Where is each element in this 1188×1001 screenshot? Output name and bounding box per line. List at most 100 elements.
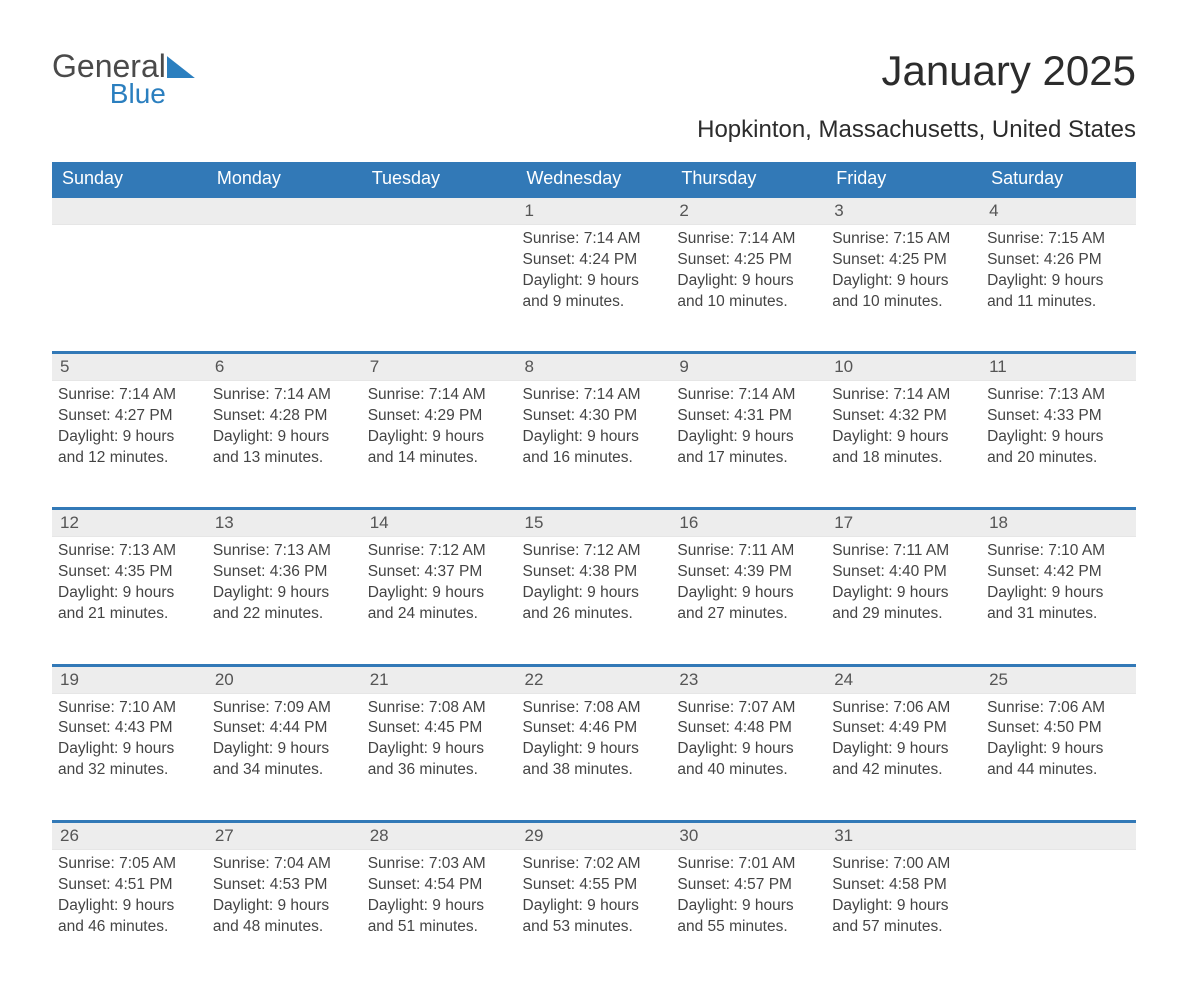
sunrise-line: Sunrise: 7:10 AM — [58, 698, 201, 719]
calendar-week: 5Sunrise: 7:14 AMSunset: 4:27 PMDaylight… — [52, 353, 1136, 493]
day-details: Sunrise: 7:13 AMSunset: 4:33 PMDaylight:… — [981, 381, 1136, 493]
daylight-line: Daylight: 9 hours and 9 minutes. — [523, 271, 666, 313]
sunrise-line: Sunrise: 7:15 AM — [987, 229, 1130, 250]
day-number: 12 — [52, 510, 207, 537]
sunset-line: Sunset: 4:26 PM — [987, 250, 1130, 271]
daylight-line: Daylight: 9 hours and 55 minutes. — [677, 896, 820, 938]
day-cell: 7Sunrise: 7:14 AMSunset: 4:29 PMDaylight… — [362, 353, 517, 493]
day-number: 30 — [671, 823, 826, 850]
day-cell: 24Sunrise: 7:06 AMSunset: 4:49 PMDayligh… — [826, 665, 981, 805]
daylight-line: Daylight: 9 hours and 24 minutes. — [368, 583, 511, 625]
sunset-line: Sunset: 4:30 PM — [523, 406, 666, 427]
sunset-line: Sunset: 4:48 PM — [677, 718, 820, 739]
day-details: Sunrise: 7:11 AMSunset: 4:39 PMDaylight:… — [671, 537, 826, 649]
daylight-line: Daylight: 9 hours and 51 minutes. — [368, 896, 511, 938]
calendar-header-row: SundayMondayTuesdayWednesdayThursdayFrid… — [52, 162, 1136, 197]
sunrise-line: Sunrise: 7:12 AM — [523, 541, 666, 562]
day-cell: 21Sunrise: 7:08 AMSunset: 4:45 PMDayligh… — [362, 665, 517, 805]
daylight-line: Daylight: 9 hours and 16 minutes. — [523, 427, 666, 469]
sunset-line: Sunset: 4:44 PM — [213, 718, 356, 739]
day-details: Sunrise: 7:10 AMSunset: 4:42 PMDaylight:… — [981, 537, 1136, 649]
day-number: 20 — [207, 667, 362, 694]
sunrise-line: Sunrise: 7:12 AM — [368, 541, 511, 562]
brand-logo: General Blue — [52, 50, 195, 108]
sunset-line: Sunset: 4:29 PM — [368, 406, 511, 427]
day-details: Sunrise: 7:06 AMSunset: 4:49 PMDaylight:… — [826, 694, 981, 806]
sunrise-line: Sunrise: 7:13 AM — [213, 541, 356, 562]
sunrise-line: Sunrise: 7:08 AM — [368, 698, 511, 719]
day-cell: 16Sunrise: 7:11 AMSunset: 4:39 PMDayligh… — [671, 509, 826, 649]
day-number: 6 — [207, 354, 362, 381]
day-number — [52, 198, 207, 225]
sunrise-line: Sunrise: 7:14 AM — [213, 385, 356, 406]
day-cell: 28Sunrise: 7:03 AMSunset: 4:54 PMDayligh… — [362, 821, 517, 961]
day-details: Sunrise: 7:15 AMSunset: 4:26 PMDaylight:… — [981, 225, 1136, 337]
day-number: 15 — [517, 510, 672, 537]
daylight-line: Daylight: 9 hours and 32 minutes. — [58, 739, 201, 781]
sunset-line: Sunset: 4:32 PM — [832, 406, 975, 427]
sunset-line: Sunset: 4:28 PM — [213, 406, 356, 427]
daylight-line: Daylight: 9 hours and 42 minutes. — [832, 739, 975, 781]
day-number: 18 — [981, 510, 1136, 537]
day-number: 3 — [826, 198, 981, 225]
day-number: 17 — [826, 510, 981, 537]
day-details: Sunrise: 7:05 AMSunset: 4:51 PMDaylight:… — [52, 850, 207, 962]
day-details: Sunrise: 7:12 AMSunset: 4:38 PMDaylight:… — [517, 537, 672, 649]
day-cell: 9Sunrise: 7:14 AMSunset: 4:31 PMDaylight… — [671, 353, 826, 493]
location-subtitle: Hopkinton, Massachusetts, United States — [697, 116, 1136, 144]
daylight-line: Daylight: 9 hours and 53 minutes. — [523, 896, 666, 938]
day-details: Sunrise: 7:13 AMSunset: 4:35 PMDaylight:… — [52, 537, 207, 649]
day-number: 27 — [207, 823, 362, 850]
day-details: Sunrise: 7:08 AMSunset: 4:46 PMDaylight:… — [517, 694, 672, 806]
day-details: Sunrise: 7:04 AMSunset: 4:53 PMDaylight:… — [207, 850, 362, 962]
day-number: 25 — [981, 667, 1136, 694]
day-details — [52, 225, 207, 253]
daylight-line: Daylight: 9 hours and 13 minutes. — [213, 427, 356, 469]
day-number: 26 — [52, 823, 207, 850]
day-cell: 5Sunrise: 7:14 AMSunset: 4:27 PMDaylight… — [52, 353, 207, 493]
sunrise-line: Sunrise: 7:11 AM — [832, 541, 975, 562]
day-details: Sunrise: 7:15 AMSunset: 4:25 PMDaylight:… — [826, 225, 981, 337]
day-number — [362, 198, 517, 225]
sunset-line: Sunset: 4:24 PM — [523, 250, 666, 271]
day-number: 13 — [207, 510, 362, 537]
day-details: Sunrise: 7:00 AMSunset: 4:58 PMDaylight:… — [826, 850, 981, 962]
sunset-line: Sunset: 4:42 PM — [987, 562, 1130, 583]
daylight-line: Daylight: 9 hours and 36 minutes. — [368, 739, 511, 781]
sunrise-line: Sunrise: 7:02 AM — [523, 854, 666, 875]
weekday-header: Friday — [826, 162, 981, 197]
sunset-line: Sunset: 4:50 PM — [987, 718, 1130, 739]
day-cell: 4Sunrise: 7:15 AMSunset: 4:26 PMDaylight… — [981, 197, 1136, 337]
day-details: Sunrise: 7:14 AMSunset: 4:29 PMDaylight:… — [362, 381, 517, 493]
sunrise-line: Sunrise: 7:06 AM — [987, 698, 1130, 719]
sunset-line: Sunset: 4:25 PM — [677, 250, 820, 271]
day-cell: 13 Sunrise: 7:13 AMSunset: 4:36 PMDayligh… — [207, 509, 362, 649]
sunrise-line: Sunrise: 7:14 AM — [58, 385, 201, 406]
day-cell: 17Sunrise: 7:11 AMSunset: 4:40 PMDayligh… — [826, 509, 981, 649]
day-details: Sunrise: 7:14 AMSunset: 4:31 PMDaylight:… — [671, 381, 826, 493]
day-cell: 20Sunrise: 7:09 AMSunset: 4:44 PMDayligh… — [207, 665, 362, 805]
day-number: 23 — [671, 667, 826, 694]
sunset-line: Sunset: 4:40 PM — [832, 562, 975, 583]
month-title: January 2025 — [697, 50, 1136, 92]
empty-day — [981, 821, 1136, 961]
sunset-line: Sunset: 4:36 PM — [213, 562, 356, 583]
daylight-line: Daylight: 9 hours and 11 minutes. — [987, 271, 1130, 313]
day-details: Sunrise: 7:01 AMSunset: 4:57 PMDaylight:… — [671, 850, 826, 962]
day-number: 16 — [671, 510, 826, 537]
daylight-line: Daylight: 9 hours and 26 minutes. — [523, 583, 666, 625]
sunrise-line: Sunrise: 7:01 AM — [677, 854, 820, 875]
sunrise-line: Sunrise: 7:14 AM — [523, 229, 666, 250]
day-details: Sunrise: 7:14 AMSunset: 4:27 PMDaylight:… — [52, 381, 207, 493]
sunset-line: Sunset: 4:38 PM — [523, 562, 666, 583]
day-number: 31 — [826, 823, 981, 850]
sunset-line: Sunset: 4:43 PM — [58, 718, 201, 739]
sunrise-line: Sunrise: 7:14 AM — [832, 385, 975, 406]
day-number: 7 — [362, 354, 517, 381]
day-cell: 11Sunrise: 7:13 AMSunset: 4:33 PMDayligh… — [981, 353, 1136, 493]
day-number: 5 — [52, 354, 207, 381]
sunrise-line: Sunrise: 7:13 AM — [58, 541, 201, 562]
sunrise-line: Sunrise: 7:11 AM — [677, 541, 820, 562]
daylight-line: Daylight: 9 hours and 22 minutes. — [213, 583, 356, 625]
day-details: Sunrise: 7:07 AMSunset: 4:48 PMDaylight:… — [671, 694, 826, 806]
